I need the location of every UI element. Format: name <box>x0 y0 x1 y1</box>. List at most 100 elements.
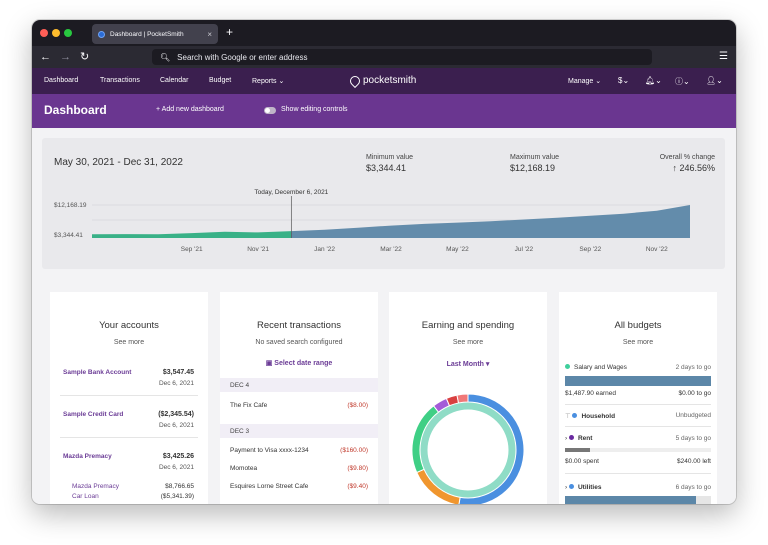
browser-window: Dashboard | PocketSmith × + ← → ↻ 🔍︎ ☰ D… <box>32 20 736 504</box>
browser-tab[interactable]: Dashboard | PocketSmith × <box>92 24 218 44</box>
budget-progress-bar <box>565 376 711 386</box>
forward-arrow-icon[interactable]: → <box>60 51 71 63</box>
close-window-button[interactable] <box>40 29 48 37</box>
budget-row-utilities[interactable]: › Utilities 6 days to go <box>565 484 711 491</box>
donut-slice[interactable] <box>456 393 469 404</box>
search-icon: 🔍︎ <box>160 52 171 62</box>
category-dot-icon <box>565 364 570 369</box>
sub-account-link[interactable]: Car Loan <box>72 493 99 500</box>
back-arrow-icon[interactable]: ← <box>40 51 51 63</box>
editing-controls-toggle[interactable] <box>264 107 276 114</box>
account-name-link[interactable]: Sample Bank Account <box>63 369 132 376</box>
x-tick-label: Sep '21 <box>181 246 203 253</box>
transactions-card: Recent transactions No saved search conf… <box>220 292 378 504</box>
change-value: ↑ 246.56% <box>672 163 715 173</box>
budgets-see-more-link[interactable]: See more <box>622 339 654 346</box>
transaction-row[interactable]: Esquires Lorne Street Cafe ($9.40) <box>230 483 368 490</box>
transaction-payee: Esquires Lorne Street Cafe <box>230 483 309 490</box>
budget-due: 6 days to go <box>675 484 711 491</box>
tab-title: Dashboard | PocketSmith <box>110 30 184 38</box>
page-header: Dashboard + Add new dashboard Show editi… <box>32 94 736 128</box>
sub-account-balance: $8,766.65 <box>165 483 194 490</box>
donut-slice[interactable] <box>458 393 525 504</box>
budget-earned: $1,487.90 earned <box>565 390 616 397</box>
date-range: May 30, 2021 - Dec 31, 2022 <box>54 157 183 168</box>
budget-spent: $0.00 spent <box>565 458 599 465</box>
budget-row-household[interactable]: ⊤ Household Unbudgeted <box>565 412 711 420</box>
account-name-link[interactable]: Mazda Premacy <box>63 453 112 460</box>
account-date: Dec 6, 2021 <box>158 422 194 429</box>
budget-status: Unbudgeted <box>675 412 711 419</box>
zoom-window-button[interactable] <box>64 29 72 37</box>
transaction-payee: Momotea <box>230 465 258 472</box>
pocketsmith-logo[interactable]: pocketsmith <box>347 73 417 88</box>
close-tab-icon[interactable]: × <box>207 29 212 39</box>
budget-row-salary[interactable]: Salary and Wages 2 days to go <box>565 364 711 371</box>
menu-icon[interactable]: ☰ <box>719 51 728 62</box>
transaction-row[interactable]: Momotea ($9.80) <box>230 465 368 472</box>
nav-reports[interactable]: Reports ⌄ <box>252 78 285 85</box>
x-tick-label: May '22 <box>446 246 469 253</box>
user-icon[interactable]: 👤︎⌄ <box>706 76 723 85</box>
earning-see-more-link[interactable]: See more <box>452 339 484 346</box>
reload-icon[interactable]: ↻ <box>80 51 90 63</box>
select-date-range-button[interactable]: ▣ Select date range <box>220 359 378 367</box>
budgets-title: All budgets <box>614 320 662 331</box>
min-value: $3,344.41 <box>366 163 407 173</box>
divider <box>60 395 198 396</box>
currency-icon[interactable]: $⌄ <box>618 76 630 85</box>
series-area <box>92 231 292 238</box>
accounts-see-more-link[interactable]: See more <box>113 339 145 346</box>
dashboard-content: May 30, 2021 - Dec 31, 2022 Minimum valu… <box>32 128 736 504</box>
balance-chart: $12,168.19 $3,344.41 Today, December 6, 20… <box>54 189 690 253</box>
budget-progress-bar <box>565 448 711 452</box>
account-name-link[interactable]: Sample Credit Card <box>63 411 124 418</box>
address-input[interactable] <box>177 52 578 62</box>
x-tick-label: Jul '22 <box>515 246 534 253</box>
series-area <box>291 205 690 238</box>
logo-text: pocketsmith <box>363 75 417 86</box>
transaction-row[interactable]: The Fix Cafe ($8.00) <box>230 402 368 409</box>
chevron-right-icon: › <box>565 435 569 442</box>
select-date-range-label: Select date range <box>274 360 333 367</box>
editing-controls-label: Show editing controls <box>281 106 348 113</box>
today-annotation: Today, December 6, 2021 <box>254 189 328 196</box>
x-tick-label: Jan '22 <box>314 246 335 253</box>
nav-manage[interactable]: Manage ⌄ <box>568 78 602 85</box>
budget-progress-fill <box>565 448 590 452</box>
add-dashboard-button[interactable]: + Add new dashboard <box>156 106 224 113</box>
transaction-row[interactable]: Payment to Visa xxxx-1234 ($160.00) <box>230 447 368 454</box>
budget-due: 2 days to go <box>675 364 711 371</box>
minimize-window-button[interactable] <box>52 29 60 37</box>
balance-summary-widget: May 30, 2021 - Dec 31, 2022 Minimum valu… <box>42 138 725 269</box>
calendar-icon: ▣ <box>265 360 275 367</box>
nav-transactions[interactable]: Transactions <box>100 77 140 84</box>
sub-account-link[interactable]: Mazda Premacy <box>72 483 119 490</box>
budget-name: Utilities <box>577 484 602 491</box>
budget-progress-fill <box>565 496 697 504</box>
divider <box>60 437 198 438</box>
address-bar[interactable]: 🔍︎ <box>152 49 652 65</box>
page-title: Dashboard <box>44 103 107 117</box>
nav-budget[interactable]: Budget <box>209 77 232 84</box>
maximum-value-stat: Maximum value $12,168.19 <box>510 154 559 173</box>
budget-left: $240.00 left <box>677 458 711 465</box>
account-date: Dec 6, 2021 <box>158 380 194 387</box>
x-tick-label: Nov '22 <box>646 246 668 253</box>
budget-row-rent[interactable]: › Rent 5 days to go <box>565 435 711 442</box>
earning-spending-donut <box>411 393 525 504</box>
pocketsmith-favicon-icon <box>98 30 105 38</box>
help-icon[interactable]: ⓘ⌄ <box>675 77 690 86</box>
transaction-payee: Payment to Visa xxxx-1234 <box>230 447 309 454</box>
notification-bell-icon[interactable]: 🔔︎⌄ <box>645 76 662 85</box>
overall-change-stat: Overall % change ↑ 246.56% <box>660 154 715 173</box>
min-label: Minimum value <box>366 154 414 161</box>
nav-dashboard[interactable]: Dashboard <box>44 77 79 84</box>
y-tick-label: $3,344.41 <box>54 232 83 239</box>
period-dropdown[interactable]: Last Month ▾ <box>446 361 490 368</box>
nav-calendar[interactable]: Calendar <box>160 77 189 84</box>
transactions-subtitle: No saved search configured <box>255 339 343 346</box>
new-tab-button[interactable]: + <box>226 25 234 39</box>
max-value: $12,168.19 <box>510 163 556 173</box>
change-label: Overall % change <box>659 154 715 161</box>
